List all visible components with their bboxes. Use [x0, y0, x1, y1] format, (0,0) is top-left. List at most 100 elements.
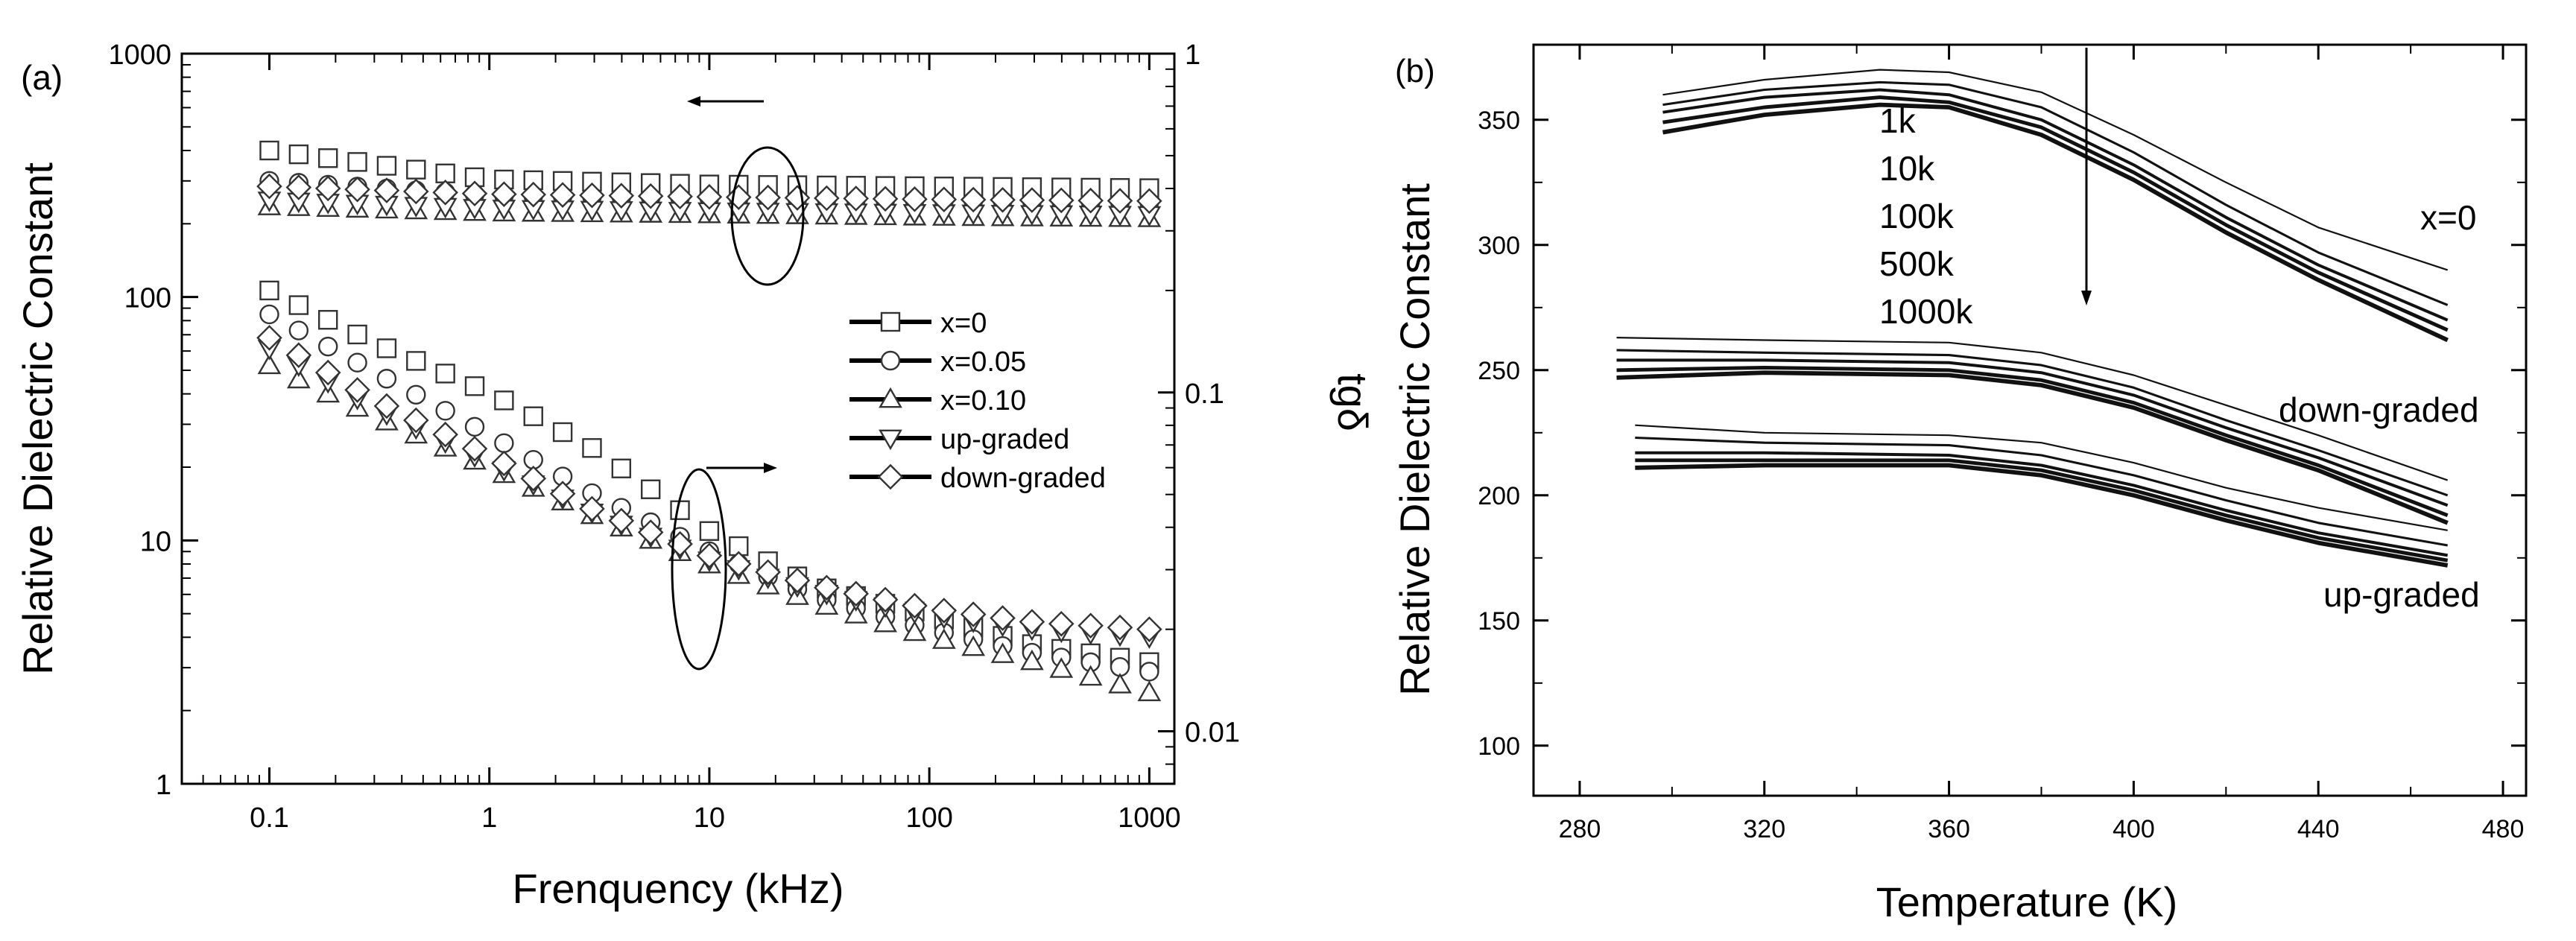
data-point	[611, 458, 632, 478]
data-point	[1107, 614, 1133, 641]
curve-down-graded-1000k	[1616, 370, 2449, 525]
data-point	[990, 605, 1016, 631]
data-point	[464, 376, 485, 396]
frequency-labels: 1k 10k 100k 500k 1000k	[1879, 101, 1973, 331]
data-point	[960, 186, 987, 213]
data-point	[549, 481, 576, 507]
data-point	[1137, 680, 1162, 702]
data-point	[435, 401, 455, 421]
legend-marker	[879, 387, 902, 408]
loss-group-ellipse	[671, 468, 727, 671]
legend-marker	[880, 311, 901, 332]
data-point	[1136, 616, 1162, 642]
curve-up-graded-10k	[1635, 436, 2448, 547]
data-point	[1136, 188, 1162, 215]
data-point	[376, 338, 397, 358]
data-point	[814, 574, 840, 601]
y2-tick-label: 1	[1185, 39, 1200, 71]
data-point	[579, 495, 605, 522]
data-point	[729, 536, 749, 557]
x-tick-label: 1000	[1118, 802, 1181, 834]
panel-b-y-ticks: 100 150 200 250 300 350	[1478, 107, 2526, 761]
y-tick-label: 1000	[108, 39, 171, 71]
data-point	[814, 185, 840, 212]
y-tick-label: 10	[140, 526, 171, 557]
frequency-label: 100k	[1879, 197, 1955, 235]
data-point	[608, 507, 635, 534]
curve-down-graded-1k	[1616, 337, 2449, 481]
data-point	[1019, 609, 1045, 635]
data-point	[1049, 657, 1074, 678]
panel-a-x-ticks: 0.1 1 10 100 1000	[202, 54, 1181, 834]
data-point	[873, 611, 897, 633]
legend-label: x=0.10	[940, 385, 1026, 416]
panel-a-y2-axis-label: tgδ	[1329, 373, 1376, 431]
data-point	[637, 519, 664, 545]
legend-label: up-graded	[940, 424, 1069, 455]
y-tick-label: 350	[1478, 107, 1520, 135]
panel-b-frame	[1532, 43, 2528, 797]
data-point	[1048, 610, 1075, 637]
data-point	[491, 181, 517, 207]
data-point	[696, 542, 723, 569]
data-point	[960, 601, 987, 627]
data-point	[286, 367, 311, 389]
curve-x-0-1k	[1662, 69, 2449, 271]
panel-a-legend: x=0 x=0.05 x=0.10 up-graded down-graded	[849, 308, 1106, 494]
data-point	[373, 177, 400, 203]
data-point	[1139, 662, 1159, 682]
series-down-graded-y2	[256, 325, 1162, 642]
legend-marker	[877, 463, 904, 490]
data-point	[990, 187, 1016, 213]
panel-a-y2-ticks: 0.01 0.1 1	[1158, 39, 1240, 765]
data-point	[376, 156, 397, 176]
y2-tick-label: 0.01	[1185, 717, 1240, 749]
data-point	[725, 551, 752, 577]
legend-marker	[879, 429, 902, 451]
data-point	[288, 320, 309, 340]
data-point	[670, 500, 690, 520]
panel-a-y-axis-label: Relative Dielectric Constant	[14, 162, 61, 675]
group-label-up-graded: up-graded	[2323, 575, 2480, 614]
data-point	[376, 369, 397, 389]
x-tick-label: 480	[2482, 815, 2525, 843]
data-point	[523, 406, 543, 426]
curve-up-graded-1000k	[1635, 463, 2449, 568]
data-point	[579, 182, 605, 209]
panel-b: (b) 280 320 360 400 440 480 100 150 200 250 300 35…	[1391, 43, 2528, 925]
data-point	[520, 181, 547, 208]
data-point	[1108, 673, 1132, 694]
data-point	[872, 586, 899, 613]
data-point	[256, 173, 282, 200]
panel-a-y-ticks: 1 10 100 1000	[108, 39, 198, 801]
data-point	[402, 407, 429, 434]
data-point	[314, 359, 341, 386]
data-point	[1078, 665, 1103, 686]
panel-b-y-axis-label: Relative Dielectric Constant	[1391, 183, 1438, 696]
data-point	[259, 280, 279, 301]
data-point	[1048, 187, 1075, 214]
data-point	[406, 384, 426, 405]
data-point	[288, 295, 309, 315]
panel-b-label: (b)	[1395, 53, 1435, 89]
panel-a-label: (a)	[21, 58, 63, 97]
series-down-graded-y	[256, 173, 1162, 215]
data-point	[461, 436, 488, 462]
panel-b-curves	[1616, 69, 2449, 568]
group-label-x0: x=0	[2420, 198, 2476, 237]
x-tick-label: 280	[1559, 815, 1601, 843]
y-tick-label: 300	[1478, 232, 1520, 260]
data-point	[406, 159, 426, 180]
data-point	[259, 140, 279, 161]
curve-down-graded-10k	[1616, 349, 2449, 497]
data-point	[961, 635, 986, 656]
data-point	[257, 353, 282, 375]
y-tick-label: 150	[1478, 607, 1520, 636]
data-point	[402, 178, 429, 205]
data-point	[314, 175, 341, 202]
data-point	[1019, 187, 1045, 213]
frequency-label: 1k	[1879, 101, 1917, 140]
data-point	[259, 304, 279, 325]
panel-a-x-axis-label: Frenquency (kHz)	[512, 865, 844, 912]
data-point	[931, 598, 958, 624]
